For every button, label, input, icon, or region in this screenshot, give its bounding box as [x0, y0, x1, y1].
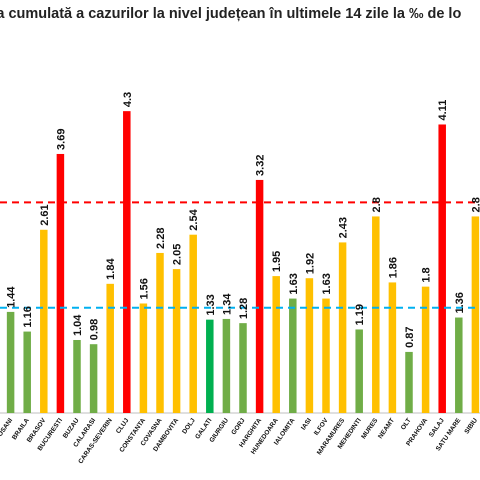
data-label: 2.05: [172, 244, 184, 265]
data-label: 1.63: [288, 273, 300, 294]
bar: [239, 323, 247, 413]
category-label: CLUJ: [115, 417, 131, 435]
category-label: DOLJ: [181, 417, 197, 436]
bar: [172, 269, 181, 413]
bar: [289, 298, 297, 413]
bar: [322, 298, 330, 413]
data-label: 2.54: [188, 208, 200, 230]
data-label: 2.43: [338, 217, 350, 238]
data-label: 1.83: [0, 259, 1, 280]
category-label: SIBIU: [463, 417, 479, 435]
data-label: 1.04: [72, 314, 84, 336]
bar: [222, 318, 231, 413]
data-label: 1.34: [221, 293, 233, 315]
bar: [40, 229, 48, 413]
data-label: 1.36: [454, 292, 466, 313]
data-label: 1.95: [271, 251, 283, 272]
category-label: OLT: [400, 417, 413, 431]
data-label: 1.33: [205, 294, 217, 315]
data-label: 3.69: [55, 129, 67, 150]
data-label: 0.87: [404, 327, 416, 348]
bar: [189, 234, 197, 413]
bar: [455, 317, 463, 413]
bar: [73, 339, 81, 413]
bar: [438, 124, 446, 413]
data-label: 1.19: [354, 304, 366, 325]
bar: [471, 216, 480, 413]
data-label: 2.61: [39, 204, 51, 225]
category-label: NEAMT: [377, 417, 396, 440]
bar: [6, 311, 15, 413]
category-label: ILFOV: [313, 417, 330, 437]
bar: [421, 286, 430, 413]
bar: [305, 278, 314, 413]
bar: [89, 344, 98, 413]
chart-title: nța cumulată a cazurilor la nivel județe…: [0, 6, 462, 22]
data-label: 1.28: [238, 298, 250, 319]
bar: [106, 283, 114, 413]
bar: [23, 331, 31, 413]
data-label: 1.63: [321, 273, 333, 294]
bar: [355, 329, 363, 413]
bar: [388, 282, 397, 413]
data-label: 2.8: [470, 197, 480, 212]
data-label: 0.98: [89, 319, 101, 340]
data-label: 1.56: [138, 278, 150, 299]
bar: [139, 303, 148, 413]
data-label: 4.3: [122, 92, 134, 107]
bar: [272, 276, 280, 413]
data-label: 1.44: [6, 286, 18, 308]
bar: [338, 242, 347, 413]
bar: [206, 319, 214, 413]
bar: [56, 153, 65, 413]
data-label: 4.11: [437, 100, 449, 121]
bar: [156, 252, 164, 413]
data-label: 3.32: [255, 155, 267, 176]
category-label: GORJ: [230, 417, 247, 436]
data-label: 1.92: [304, 253, 316, 274]
data-label: 1.84: [105, 258, 117, 280]
category-label: BOTOSANI: [0, 417, 14, 449]
data-label: 2.8: [371, 197, 383, 212]
data-label: 1.8: [421, 267, 433, 282]
bar: [123, 111, 131, 413]
data-label: 1.16: [22, 306, 34, 327]
data-label: 2.28: [155, 228, 167, 249]
bar: [372, 216, 380, 413]
data-label: 1.86: [387, 257, 399, 278]
bar: [405, 351, 413, 413]
category-label: IASI: [300, 417, 313, 432]
bar: [255, 179, 264, 413]
